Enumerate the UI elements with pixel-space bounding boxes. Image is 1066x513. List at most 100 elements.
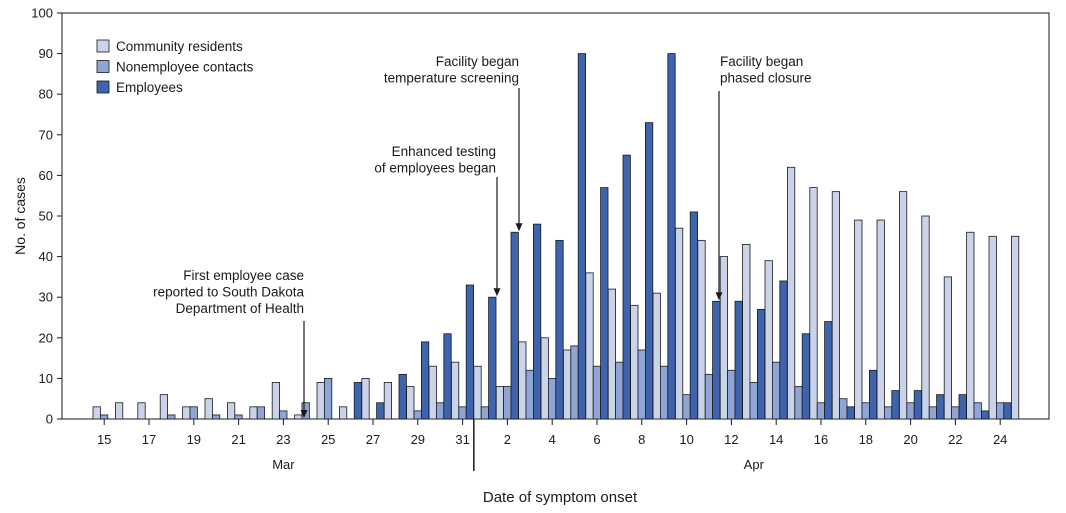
- bar-community-residents-39: [943, 276, 953, 420]
- x-tick-label-mar-31: 31: [455, 432, 469, 447]
- annotation-1-arrowhead: [300, 410, 308, 418]
- legend-label-nonemployee-contacts: Nonemployee contacts: [116, 60, 254, 75]
- annotation-1-line-3: Department of Health: [176, 301, 304, 316]
- bar-employees-21: [555, 239, 564, 420]
- y-tick-label-50: 50: [39, 209, 53, 224]
- bar-employees-35: [869, 369, 878, 420]
- bar-community-residents-30: [742, 244, 751, 420]
- bar-community-residents-26: [652, 292, 661, 420]
- bar-community-residents-27: [675, 227, 684, 420]
- x-tick-label-apr-14: 14: [769, 432, 783, 447]
- bar-nonemployee-contacts-40: [973, 402, 982, 420]
- bar-community-residents-36: [876, 219, 885, 420]
- bar-nonemployee-contacts-38: [928, 406, 938, 420]
- bar-nonemployee-contacts-39: [951, 406, 960, 420]
- bar-nonemployee-contacts-11: [323, 377, 333, 420]
- y-tick-label-10: 10: [39, 371, 53, 386]
- bar-nonemployee-contacts-18: [480, 406, 490, 420]
- y-tick-label-20: 20: [39, 330, 53, 345]
- bar-community-residents-2: [115, 402, 124, 420]
- bar-community-residents-32: [787, 166, 796, 420]
- month-label-apr: Apr: [744, 457, 765, 472]
- bar-community-residents-7: [226, 402, 236, 420]
- bar-nonemployee-contacts-9: [279, 410, 288, 420]
- bar-community-residents-40: [966, 231, 975, 420]
- bar-nonemployee-contacts-28: [704, 373, 714, 420]
- bar-employees-37: [913, 390, 923, 420]
- bar-employees-13: [376, 402, 385, 420]
- bar-community-residents-37: [899, 191, 908, 420]
- bar-community-residents-10: [294, 414, 303, 420]
- bar-nonemployee-contacts-35: [861, 402, 870, 420]
- bar-employees-30: [757, 308, 766, 420]
- bar-community-residents-11: [316, 382, 325, 420]
- annotation-4-line-2: phased closure: [720, 71, 812, 86]
- bar-community-residents-41: [988, 235, 997, 420]
- bar-community-residents-14: [383, 382, 393, 420]
- month-label-mar: Mar: [272, 457, 295, 472]
- x-tick-label-apr-16: 16: [814, 432, 828, 447]
- annotation-4-line-1: Facility began: [720, 54, 803, 69]
- bar-employees-36: [891, 390, 900, 420]
- annotation-4-arrowhead: [715, 292, 723, 301]
- bar-community-residents-15: [406, 386, 415, 420]
- bar-nonemployee-contacts-29: [727, 369, 736, 420]
- x-tick-label-mar-21: 21: [231, 432, 245, 447]
- bar-employees-31: [779, 280, 788, 420]
- annotation-4: Facility began phased closure: [720, 54, 812, 86]
- annotation-1-line-2: reported to South Dakota: [153, 285, 304, 300]
- bar-employees-32: [801, 333, 811, 420]
- bar-community-residents-19: [495, 386, 505, 420]
- annotation-1-line-1: First employee case: [183, 268, 304, 283]
- annotations-layer: First employee case reported to South Dak…: [153, 54, 812, 418]
- bar-employees-23: [600, 187, 609, 420]
- bar-community-residents-12: [338, 406, 348, 420]
- bar-community-residents-42: [1011, 235, 1020, 420]
- y-tick-label-90: 90: [39, 46, 53, 61]
- x-tick-label-apr-4: 4: [549, 432, 556, 447]
- legend-label-community-residents: Community residents: [116, 39, 243, 54]
- bar-community-residents-28: [697, 239, 706, 420]
- axes-layer: 0 10 20 30 40 50 60 70 80 90 100 15 17 19 21 23 25 27 29 31…: [31, 6, 1007, 473]
- bar-employees-40: [981, 410, 990, 420]
- bar-nonemployee-contacts-32: [794, 386, 803, 420]
- bar-nonemployee-contacts-21: [548, 377, 557, 420]
- bar-employees-33: [824, 321, 833, 420]
- annotation-2-line-1: Enhanced testing: [392, 144, 496, 159]
- bar-nonemployee-contacts-8: [256, 406, 266, 420]
- x-tick-label-mar-17: 17: [142, 432, 156, 447]
- bar-nonemployee-contacts-36: [884, 406, 893, 420]
- bar-employees-22: [577, 53, 587, 420]
- bar-nonemployee-contacts-23: [592, 365, 602, 420]
- bar-employees-27: [689, 211, 699, 420]
- bar-employees-41: [1003, 402, 1012, 420]
- bar-nonemployee-contacts-19: [503, 386, 512, 420]
- annotation-2: Enhanced testing of employees began: [374, 144, 496, 176]
- bar-community-residents-9: [271, 382, 281, 420]
- x-tick-label-apr-8: 8: [638, 432, 645, 447]
- y-tick-label-70: 70: [39, 127, 53, 142]
- bar-nonemployee-contacts-24: [615, 361, 624, 420]
- x-tick-label-mar-25: 25: [321, 432, 335, 447]
- bar-nonemployee-contacts-37: [906, 402, 915, 420]
- bar-community-residents-25: [630, 304, 639, 420]
- annotation-3-line-2: temperature screening: [384, 71, 519, 86]
- bar-community-residents-13: [361, 377, 370, 420]
- x-tick-label-apr-2: 2: [504, 432, 511, 447]
- bar-employees-34: [846, 406, 855, 420]
- legend-swatch-nonemployee-contacts: [96, 60, 110, 73]
- bar-employees-17: [465, 284, 475, 420]
- bar-employees-15: [420, 341, 430, 420]
- bar-community-residents-23: [585, 272, 594, 420]
- bar-nonemployee-contacts-33: [816, 402, 826, 420]
- bar-community-residents-18: [473, 365, 482, 420]
- y-tick-label-0: 0: [46, 412, 53, 427]
- bars-layer: [92, 53, 1020, 420]
- x-tick-label-mar-19: 19: [187, 432, 201, 447]
- bar-nonemployee-contacts-41: [996, 402, 1005, 420]
- x-tick-label-apr-24: 24: [993, 432, 1007, 447]
- x-tick-label-apr-6: 6: [593, 432, 600, 447]
- annotation-3-line-1: Facility began: [436, 54, 519, 69]
- y-tick-label-60: 60: [39, 168, 53, 183]
- bar-employees-19: [510, 231, 519, 420]
